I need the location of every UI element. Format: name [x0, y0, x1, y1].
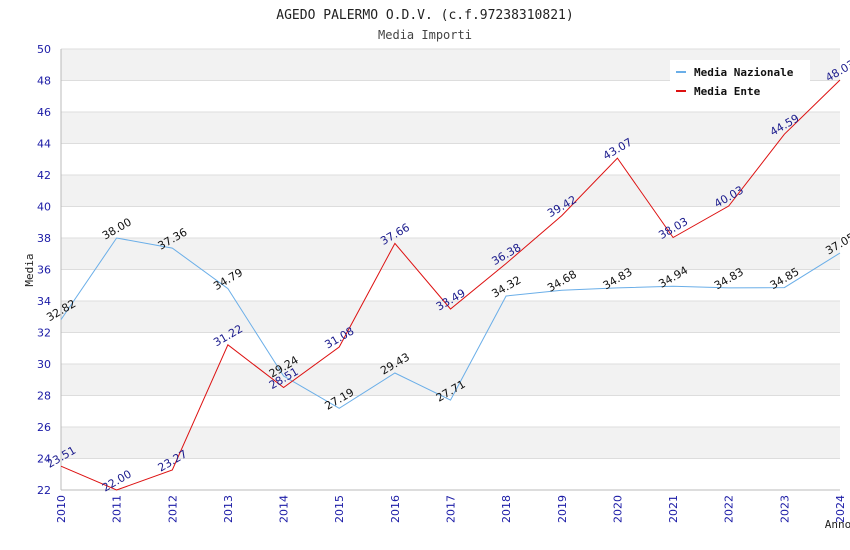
chart-subtitle: Media Importi [378, 28, 472, 42]
legend-box [670, 60, 810, 102]
x-tick-label: 2015 [333, 495, 346, 523]
grid-band [61, 301, 840, 333]
legend: Media Nazionale Media Ente [670, 60, 810, 102]
y-tick-label: 44 [37, 138, 51, 151]
y-tick-label: 30 [37, 358, 51, 371]
x-tick-label: 2024 [834, 495, 847, 523]
x-axis-ticks: 2010 2011 2012 2013 2014 2015 2016 2017 2018 2019… [55, 495, 847, 523]
x-tick-label: 2012 [166, 495, 179, 523]
x-tick-label: 2016 [389, 495, 402, 523]
grid-band [61, 458, 840, 490]
x-axis-label: Anno [825, 518, 850, 531]
legend-label: Media Nazionale [694, 66, 794, 79]
y-tick-label: 42 [37, 169, 51, 182]
axes [60, 49, 840, 491]
x-tick-label: 2022 [723, 495, 736, 523]
x-tick-label: 2014 [278, 495, 291, 523]
x-tick-label: 2023 [778, 495, 791, 523]
y-axis-label: Media [23, 253, 36, 286]
grid-band [61, 112, 840, 144]
gridlines [61, 48, 840, 491]
grid-band [61, 238, 840, 270]
series-lines [60, 79, 841, 491]
grid-band [61, 427, 840, 459]
y-tick-label: 28 [37, 390, 51, 403]
y-tick-label: 48 [37, 75, 51, 88]
grid-band [61, 269, 840, 301]
x-tick-label: 2020 [611, 495, 624, 523]
legend-label: Media Ente [694, 85, 761, 98]
grid-band [61, 364, 840, 396]
y-tick-label: 50 [37, 43, 51, 56]
y-tick-label: 32 [37, 327, 51, 340]
y-tick-label: 24 [37, 453, 51, 466]
y-axis-ticks: 22 24 26 28 30 32 34 36 38 40 42 44 46 48 50 [37, 43, 51, 497]
grid-band [61, 175, 840, 207]
x-tick-label: 2010 [55, 495, 68, 523]
chart-title: AGEDO PALERMO O.D.V. (c.f.97238310821) [276, 8, 573, 23]
grid-bands [61, 49, 840, 490]
grid-band [61, 143, 840, 175]
y-tick-label: 40 [37, 201, 51, 214]
grid-band [61, 395, 840, 427]
x-tick-label: 2019 [556, 495, 569, 523]
y-tick-label: 46 [37, 106, 51, 119]
y-tick-label: 34 [37, 295, 51, 308]
x-tick-label: 2011 [111, 495, 124, 523]
series-line-media-nazionale [60, 237, 841, 409]
y-tick-label: 26 [37, 421, 51, 434]
x-tick-label: 2017 [445, 495, 458, 523]
grid-band [61, 332, 840, 364]
y-tick-label: 22 [37, 484, 51, 497]
x-tick-label: 2021 [667, 495, 680, 523]
series-line-media-ente [60, 79, 841, 491]
grid-band [61, 206, 840, 238]
x-tick-label: 2018 [500, 495, 513, 523]
x-tick-label: 2013 [222, 495, 235, 523]
y-tick-label: 38 [37, 232, 51, 245]
y-tick-label: 36 [37, 264, 51, 277]
